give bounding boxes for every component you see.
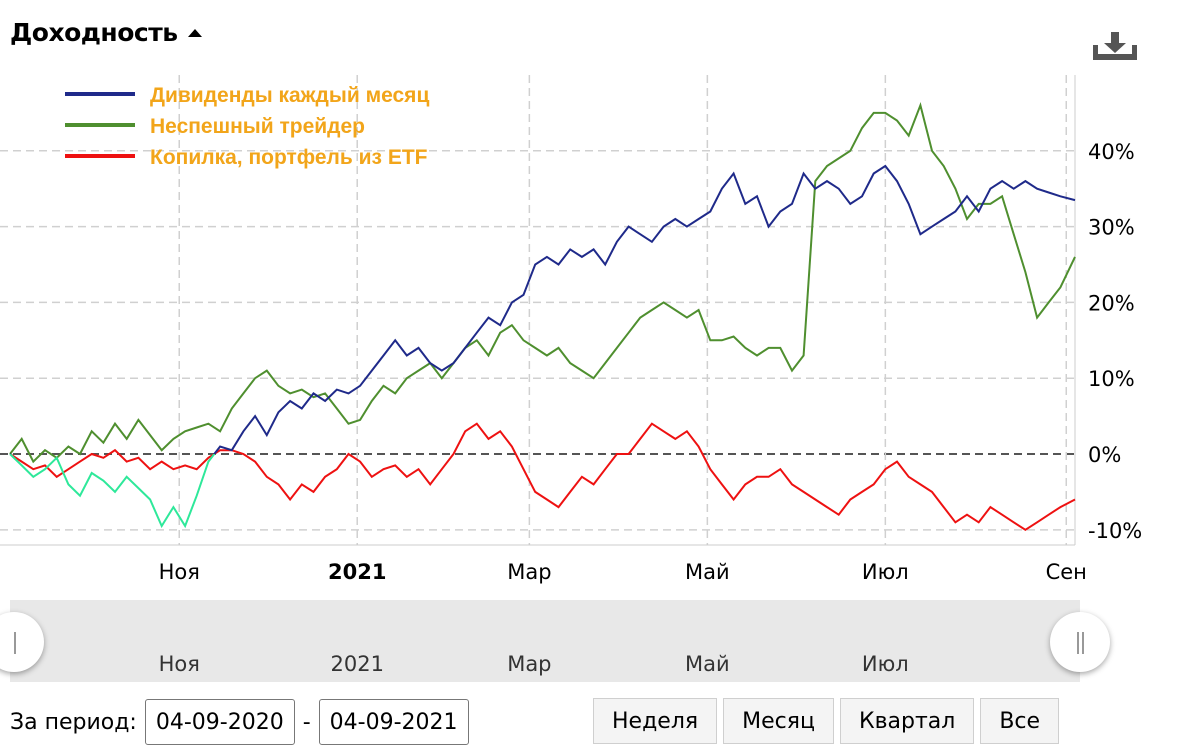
download-icon[interactable] xyxy=(1090,32,1140,66)
series-0-line-negative xyxy=(9,454,216,529)
period-selector: За период: 04-09-2020 - 04-09-2021 xyxy=(10,698,469,746)
series-1-line xyxy=(9,102,1076,464)
y-tick-label: -10% xyxy=(1088,519,1142,543)
navigator-label: Мар xyxy=(507,652,552,676)
chart-header: Доходность xyxy=(10,18,202,47)
series-2-line xyxy=(9,422,1076,531)
range-week-button[interactable]: Неделя xyxy=(593,698,718,744)
y-tick-label: 0% xyxy=(1088,443,1121,467)
period-separator: - xyxy=(302,709,311,735)
x-tick-label: Сен xyxy=(1046,560,1087,584)
y-tick-label: 30% xyxy=(1088,216,1135,240)
chart-title: Доходность xyxy=(10,18,178,47)
legend-label: Дивиденды каждый месяц xyxy=(150,84,429,107)
navigator-right-handle[interactable] xyxy=(1050,612,1110,672)
navigator-label: Июл xyxy=(861,652,909,676)
x-tick-label: Май xyxy=(685,560,730,584)
legend-label: Копилка, портфель из ETF xyxy=(150,146,428,169)
range-quarter-button[interactable]: Квартал xyxy=(839,698,975,744)
series-0-line xyxy=(9,164,1076,455)
x-tick-label: 2021 xyxy=(328,560,386,584)
caret-up-icon[interactable] xyxy=(187,28,202,37)
range-month-button[interactable]: Месяц xyxy=(723,698,834,744)
navigator-label: Май xyxy=(685,652,730,676)
period-to-input[interactable]: 04-09-2021 xyxy=(318,699,469,745)
line-chart: -10% 0% 10% 20% 30% 40% Ноя 2021 Мар Май Июл Сен Див… xyxy=(0,75,1142,584)
y-tick-label: 40% xyxy=(1088,140,1135,164)
period-label: За период: xyxy=(10,709,137,735)
legend-label: Неспешный трейдер xyxy=(150,115,365,138)
x-tick-label: Мар xyxy=(507,560,551,584)
range-buttons: Неделя Месяц Квартал Все xyxy=(593,698,1060,744)
navigator-label: 2021 xyxy=(330,652,384,676)
x-tick-label: Июл xyxy=(862,560,909,584)
range-navigator[interactable] xyxy=(10,600,1080,682)
range-all-button[interactable]: Все xyxy=(980,698,1060,744)
y-tick-label: 10% xyxy=(1088,367,1135,391)
y-tick-label: 20% xyxy=(1088,291,1135,315)
x-tick-label: Ноя xyxy=(159,560,200,584)
period-from-input[interactable]: 04-09-2020 xyxy=(144,699,295,745)
navigator-label: Ноя xyxy=(158,652,200,676)
